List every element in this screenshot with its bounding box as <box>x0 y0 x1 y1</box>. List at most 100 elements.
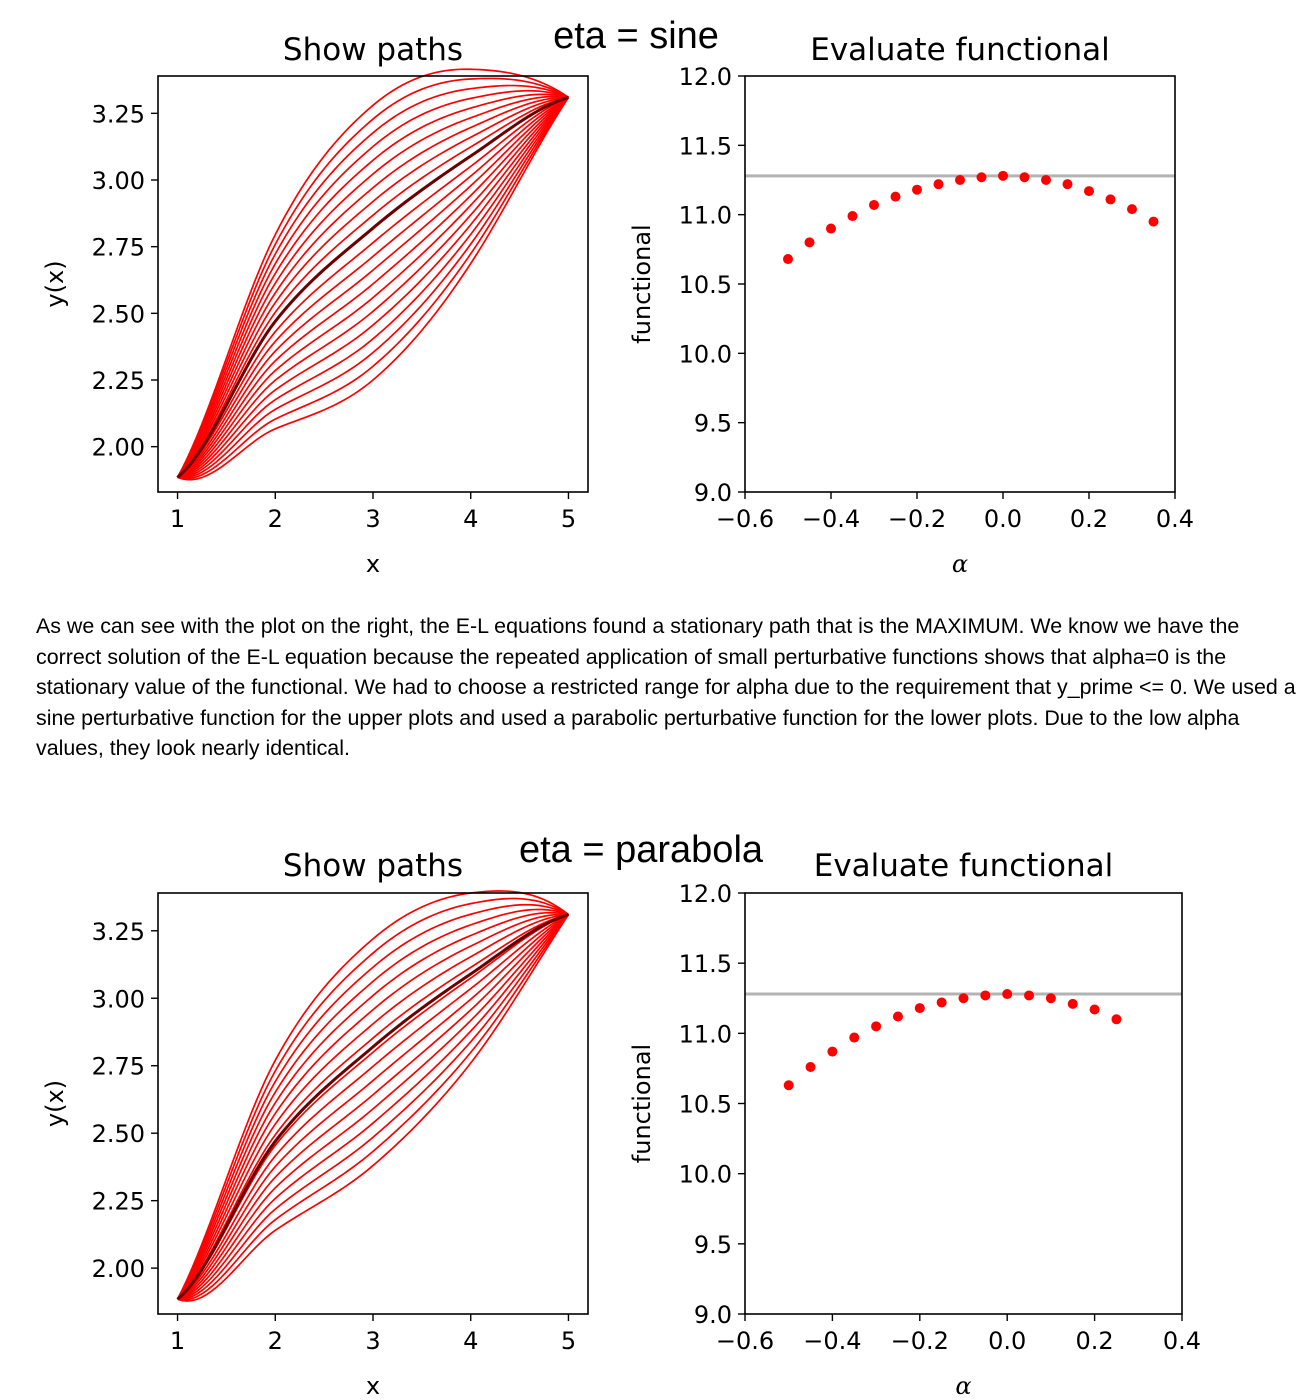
x-tick-label: 0.2 <box>1076 1327 1114 1355</box>
y-tick-label: 9.5 <box>694 1231 732 1259</box>
x-tick-label: 0.0 <box>984 505 1022 533</box>
perturbed-path <box>177 96 570 479</box>
data-point <box>826 223 836 234</box>
data-point <box>936 997 947 1008</box>
data-point <box>1127 204 1137 215</box>
y-tick-label: 2.00 <box>92 1255 145 1283</box>
y-tick-label: 3.00 <box>92 167 145 195</box>
perturbed-path <box>176 68 569 478</box>
y-tick-label: 2.75 <box>92 234 145 262</box>
y-tick-label: 2.50 <box>92 300 145 328</box>
x-tick-label: 1 <box>170 1327 185 1355</box>
data-point <box>849 1032 860 1043</box>
data-point <box>847 211 858 222</box>
y-axis-label: y(x) <box>41 1080 69 1127</box>
data-point <box>914 1003 925 1014</box>
data-point <box>783 254 793 265</box>
perturbed-path <box>177 96 569 479</box>
plot-frame <box>744 892 1183 1315</box>
perturbed-path <box>177 96 569 479</box>
perturbed-path <box>177 914 570 1302</box>
y-tick-label: 2.00 <box>92 434 145 462</box>
perturbed-path <box>177 96 570 480</box>
perturbed-path <box>177 914 570 1301</box>
y-tick-label: 9.0 <box>694 1301 732 1329</box>
stationary-path <box>176 913 569 1301</box>
data-point <box>1105 194 1116 205</box>
y-axis-label: y(x) <box>41 260 69 307</box>
x-tick-label: −0.2 <box>888 505 946 533</box>
data-point <box>1019 172 1030 183</box>
x-tick-label: 0.2 <box>1070 505 1108 533</box>
perturbed-path <box>176 908 569 1300</box>
perturbed-path <box>177 96 570 479</box>
data-point <box>890 191 901 202</box>
data-point <box>1045 993 1056 1004</box>
x-tick-label: −0.4 <box>803 1327 861 1355</box>
data-point <box>805 1062 816 1073</box>
perturbed-path <box>176 890 569 1300</box>
data-point <box>976 172 987 183</box>
chart-title: Show paths <box>283 848 463 884</box>
perturbed-path <box>177 913 569 1300</box>
explanation-paragraph: As we can see with the plot on the right… <box>36 614 1296 760</box>
data-point <box>958 993 969 1004</box>
y-tick-label: 3.25 <box>92 100 145 128</box>
perturbed-path <box>176 911 569 1300</box>
data-point <box>827 1046 838 1057</box>
perturbed-path <box>177 96 570 481</box>
y-tick-label: 10.0 <box>679 340 732 368</box>
x-axis-label: α <box>952 550 968 578</box>
chart-title: Evaluate functional <box>810 32 1110 68</box>
perturbed-path <box>176 77 569 478</box>
y-tick-label: 11.5 <box>679 950 732 978</box>
data-point <box>783 1080 794 1091</box>
data-point <box>980 990 991 1001</box>
y-axis-label: functional <box>628 1044 656 1163</box>
y-tick-label: 11.5 <box>679 132 732 160</box>
perturbed-path <box>177 96 570 479</box>
y-tick-label: 2.25 <box>92 1188 145 1216</box>
perturbed-path <box>176 913 569 1300</box>
perturbed-path <box>176 96 569 478</box>
x-tick-label: 3 <box>365 505 380 533</box>
data-point <box>1148 216 1159 227</box>
data-point <box>869 199 879 210</box>
y-tick-label: 2.50 <box>92 1120 145 1148</box>
x-tick-label: 0.4 <box>1163 1327 1201 1355</box>
y-tick-label: 12.0 <box>679 880 732 908</box>
data-point <box>912 184 922 195</box>
data-point <box>1084 186 1094 197</box>
x-tick-label: −0.6 <box>716 505 774 533</box>
x-tick-label: 0.4 <box>1156 505 1194 533</box>
x-tick-label: −0.4 <box>802 505 860 533</box>
perturbed-path <box>176 913 569 1300</box>
y-tick-label: 11.0 <box>679 1020 732 1048</box>
data-point <box>1111 1014 1122 1025</box>
perturbed-path <box>176 93 569 478</box>
y-axis-label: functional <box>628 224 656 343</box>
perturbed-path <box>176 913 569 1300</box>
x-tick-label: 1 <box>170 505 185 533</box>
perturbed-path <box>176 89 569 478</box>
x-axis-label: x <box>366 1372 380 1400</box>
plot-frame <box>744 75 1176 493</box>
data-point <box>1041 175 1051 185</box>
x-tick-label: 0.0 <box>988 1327 1026 1355</box>
perturbed-path <box>177 913 570 1300</box>
x-axis-label: α <box>955 1372 971 1400</box>
data-point <box>1024 990 1035 1001</box>
y-tick-label: 10.0 <box>679 1161 732 1189</box>
x-tick-label: 2 <box>268 1327 283 1355</box>
perturbed-path <box>177 96 570 479</box>
perturbed-path <box>176 95 569 478</box>
perturbed-path <box>176 897 569 1300</box>
chart-title: Evaluate functional <box>814 848 1114 884</box>
figure-label-parabola: eta = parabola <box>519 829 764 871</box>
perturbed-path <box>176 84 569 478</box>
y-tick-label: 9.5 <box>694 410 732 438</box>
data-point <box>1002 989 1013 1000</box>
x-tick-label: −0.6 <box>716 1327 774 1355</box>
x-tick-label: 4 <box>463 1327 478 1355</box>
data-point <box>955 175 965 185</box>
